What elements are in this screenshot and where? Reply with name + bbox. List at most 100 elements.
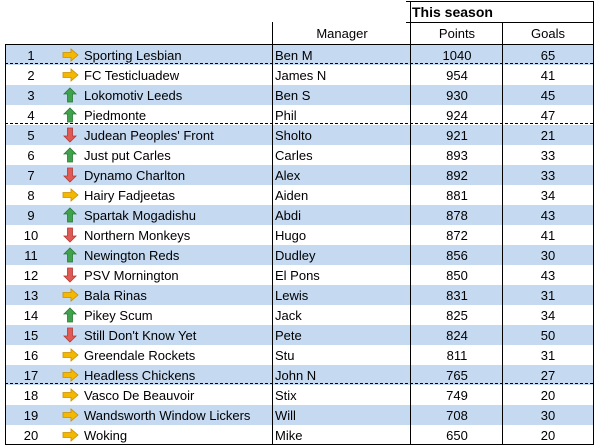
manager-cell: Abdi [275,207,302,223]
manager-column-header: Manager [316,25,368,41]
goals-cell: 65 [540,47,556,63]
body-bottom-border [5,444,594,445]
manager-cell: Jack [275,307,302,323]
rank-cell: 11 [24,247,38,263]
trend-same-icon [57,285,83,305]
manager-cell: Will [275,407,296,423]
rank-cell: 3 [27,87,35,103]
rank-cell: 10 [23,227,39,243]
trend-same-icon [57,425,83,445]
points-cell: 850 [446,267,468,283]
goals-cell: 33 [540,147,556,163]
team-name-cell: Sporting Lesbian [84,47,182,63]
table-row: 12 PSV Mornington El Pons 850 43 [5,265,593,285]
rank-cell: 9 [27,207,35,223]
team-name-cell: Just put Carles [84,147,171,163]
trend-up-icon [57,85,83,105]
team-name-cell: Bala Rinas [84,287,147,303]
table-row: 9 Spartak Mogadishu Abdi 878 43 [5,205,593,225]
manager-cell: Lewis [275,287,309,303]
table-row: 4 Piedmonte Phil 924 47 [5,105,593,125]
team-name-cell: Lokomotiv Leeds [84,87,183,103]
goals-cell: 43 [540,207,556,223]
rank-cell: 17 [23,367,39,383]
trend-same-icon [57,385,83,405]
team-name-cell: Spartak Mogadishu [84,207,197,223]
points-cell: 856 [446,247,468,263]
team-name-cell: Dynamo Charlton [84,167,186,183]
team-name-cell: Vasco De Beauvoir [84,387,195,403]
points-cell: 892 [446,167,468,183]
team-name-cell: Piedmonte [84,107,147,123]
subheader-border [406,22,594,23]
goals-cell: 20 [540,427,556,443]
manager-cell: Ben M [275,47,313,63]
goals-cell: 41 [540,227,556,243]
team-name-cell: Pikey Scum [84,307,153,323]
header-top-border [406,1,594,2]
table-row: 13 Bala Rinas Lewis 831 31 [5,285,593,305]
goals-cell: 33 [540,167,556,183]
team-name-cell: Northern Monkeys [84,227,191,243]
relegation-separator [5,383,593,384]
trend-same-icon [57,365,83,385]
goals-cell: 20 [540,387,556,403]
team-name-cell: Wandsworth Window Lickers [84,407,251,423]
table-row: 3 Lokomotiv Leeds Ben S 930 45 [5,85,593,105]
team-name-cell: FC Testicluadew [84,67,180,83]
points-cell: 921 [446,127,468,143]
right-border [593,1,594,445]
team-name-cell: Still Don't Know Yet [84,327,197,343]
goals-left-border [502,22,503,445]
manager-cell: Alex [275,167,301,183]
team-name-cell: PSV Mornington [84,267,179,283]
rank-cell: 1 [27,47,35,63]
rank-cell: 5 [27,127,35,143]
points-cell: 872 [446,227,468,243]
body-top-border [5,44,594,45]
points-cell: 811 [446,347,468,363]
manager-cell: John N [275,367,317,383]
points-cell: 878 [446,207,468,223]
points-cell: 881 [446,187,468,203]
points-cell: 1040 [442,47,472,63]
table-row: 16 Greendale Rockets Stu 811 31 [5,345,593,365]
team-name-cell: Woking [84,427,128,443]
manager-cell: Aiden [275,187,309,203]
rank-cell: 15 [23,327,39,343]
points-cell: 765 [446,367,468,383]
trend-same-icon [57,45,83,65]
points-cell: 824 [446,327,468,343]
rank-cell: 7 [27,167,35,183]
table-row: 17 Headless Chickens John N 765 27 [5,365,593,385]
table-row: 11 Newington Reds Dudley 856 30 [5,245,593,265]
goals-cell: 31 [540,347,556,363]
table-row: 7 Dynamo Charlton Alex 892 33 [5,165,593,185]
rank-cell: 18 [23,387,39,403]
trend-down-icon [57,165,83,185]
rank-cell: 16 [23,347,39,363]
top-four-separator [5,123,593,124]
rank-cell: 6 [27,147,35,163]
trend-up-icon [57,245,83,265]
table-row: 19 Wandsworth Window Lickers Will 708 30 [5,405,593,425]
goals-cell: 30 [540,247,556,263]
manager-cell: Phil [275,107,297,123]
team-name-cell: Newington Reds [84,247,180,263]
trend-same-icon [57,345,83,365]
rank-cell: 2 [27,67,35,83]
team-name-cell: Greendale Rockets [84,347,196,363]
manager-cell: El Pons [275,267,320,283]
goals-cell: 21 [540,127,556,143]
rank-cell: 12 [23,267,39,283]
trend-down-icon [57,225,83,245]
table-row: 10 Northern Monkeys Hugo 872 41 [5,225,593,245]
trend-up-icon [57,145,83,165]
table-row: 2 FC Testicluadew James N 954 41 [5,65,593,85]
table-row: 14 Pikey Scum Jack 825 34 [5,305,593,325]
table-row: 6 Just put Carles Carles 893 33 [5,145,593,165]
table-row: 20 Woking Mike 650 20 [5,425,593,445]
points-left-border [410,1,411,445]
manager-cell: Stix [275,387,297,403]
